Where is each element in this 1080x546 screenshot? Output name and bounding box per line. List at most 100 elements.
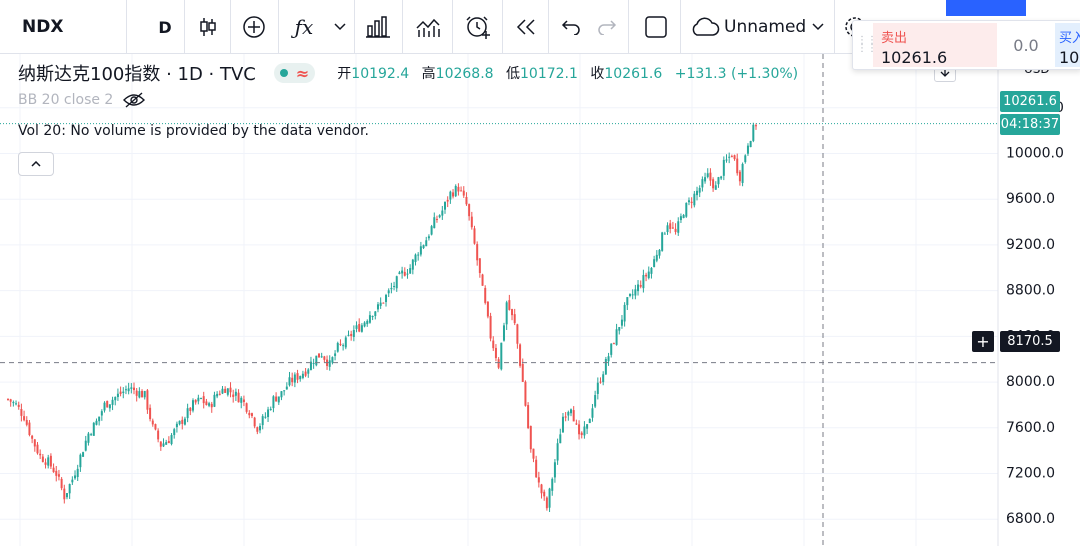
candle-body: [610, 343, 613, 355]
candle-body: [454, 185, 457, 197]
candle-body: [722, 159, 725, 176]
candle-body: [462, 190, 465, 196]
trade-widget: ⋮⋮⋮⋮ 卖出 10261.6 0.0 买入 10261.6: [852, 20, 1080, 70]
candle-body: [567, 411, 570, 416]
chevron-up-icon: [31, 161, 41, 167]
sell-price: 10261.6: [881, 48, 948, 67]
sell-button[interactable]: 卖出 10261.6: [873, 23, 997, 67]
candle-body: [679, 216, 682, 221]
candle-body: [744, 155, 747, 163]
candle-body: [256, 427, 259, 432]
dropdown-icon[interactable]: [330, 0, 350, 54]
legend-volume[interactable]: Vol 20: No volume is provided by the dat…: [18, 123, 369, 139]
candle-body: [154, 424, 157, 430]
candle-body: [103, 402, 106, 411]
hidden-eye-icon[interactable]: [123, 92, 146, 108]
chart-pane[interactable]: 6800.07200.07600.08000.08400.08800.09200…: [0, 54, 1080, 546]
live-dot-icon: [279, 69, 288, 77]
candle-body: [427, 236, 430, 239]
candle-body: [355, 325, 358, 329]
candle-body: [261, 416, 264, 426]
candle-body: [393, 285, 396, 287]
candle-body: [304, 371, 307, 376]
candle-body: [141, 390, 144, 398]
candle-body: [347, 334, 350, 336]
close-value: 10261.6: [604, 66, 663, 82]
open-label: 开: [337, 66, 352, 82]
candle-body: [596, 382, 599, 394]
candle-body: [202, 396, 205, 404]
candle-body: [218, 393, 221, 395]
candle-body: [532, 448, 535, 459]
candle-body: [430, 226, 433, 235]
buy-label: 买入: [1059, 31, 1080, 46]
candle-body: [248, 412, 251, 416]
candle-body: [484, 287, 487, 303]
candle-body: [312, 362, 315, 364]
legend-bb-indicator[interactable]: BB 20 close 2: [18, 92, 146, 108]
candle-body: [570, 409, 573, 414]
candle-body: [457, 186, 460, 192]
candle-body: [151, 420, 154, 425]
candle-body: [682, 215, 685, 219]
layout-dropdown-icon[interactable]: [808, 0, 828, 54]
crosshair-add-icon[interactable]: +: [972, 331, 994, 352]
candle-body: [9, 399, 12, 402]
candle-body: [607, 356, 610, 362]
toolbar-divider: [680, 0, 681, 54]
candle-body: [446, 199, 449, 202]
add-compare-icon[interactable]: [234, 0, 274, 54]
drag-handle-icon[interactable]: ⋮⋮ ⋮⋮: [857, 35, 877, 54]
symbol-search-button[interactable]: NDX: [22, 17, 64, 37]
indicators-icon[interactable]: ƒx: [294, 15, 314, 39]
candle-body: [47, 457, 50, 466]
interval-button[interactable]: D: [158, 17, 172, 37]
candle-body: [317, 353, 320, 358]
buy-button[interactable]: 买入 10261.6: [1055, 23, 1080, 67]
publish-button[interactable]: [946, 0, 1026, 16]
price-chart[interactable]: 6800.07200.07600.08000.08400.08800.09200…: [0, 54, 1080, 546]
candle-body: [20, 409, 23, 416]
replay-icon[interactable]: [508, 0, 544, 54]
candle-body: [513, 314, 516, 324]
collapse-legend-button[interactable]: [18, 152, 54, 176]
candle-body: [344, 337, 347, 348]
candle-body: [100, 411, 103, 416]
alert-icon[interactable]: [458, 0, 498, 54]
candle-body: [157, 430, 160, 440]
toolbar-divider: [452, 0, 453, 54]
candle-body: [12, 402, 15, 404]
candle-body: [626, 297, 629, 306]
market-status-badge[interactable]: ≈: [273, 63, 316, 83]
candle-body: [441, 210, 444, 216]
candle-body: [637, 284, 640, 292]
candle-body: [647, 271, 650, 279]
candle-body: [639, 285, 642, 287]
candle-body: [508, 300, 511, 310]
candle-body: [519, 344, 522, 366]
candle-body: [594, 395, 597, 407]
candle-body: [481, 274, 484, 286]
candle-body: [213, 394, 216, 407]
candle-body: [269, 408, 272, 410]
candle-body: [693, 193, 696, 206]
candle-body: [524, 381, 527, 406]
candle-body: [366, 320, 369, 325]
templates-icon[interactable]: [406, 0, 450, 54]
y-tick-label: 7600.0: [1006, 420, 1055, 436]
bar-chart-icon[interactable]: [358, 0, 398, 54]
candle-body: [435, 218, 438, 220]
candle-body: [285, 386, 288, 390]
layout-name-label[interactable]: Unnamed: [724, 17, 807, 37]
candle-body: [561, 416, 564, 433]
candles-icon[interactable]: [188, 0, 228, 54]
legend-title[interactable]: 纳斯达克100指数 · 1D · TVC: [18, 64, 256, 85]
fullscreen-icon[interactable]: [636, 0, 676, 54]
bb-label: BB 20 close 2: [18, 92, 114, 108]
close-label: 收: [590, 66, 605, 82]
cloud-save-icon[interactable]: [688, 0, 722, 54]
candle-body: [234, 391, 237, 396]
candle-body: [604, 359, 607, 375]
redo-icon[interactable]: [592, 0, 622, 54]
undo-icon[interactable]: [556, 0, 586, 54]
